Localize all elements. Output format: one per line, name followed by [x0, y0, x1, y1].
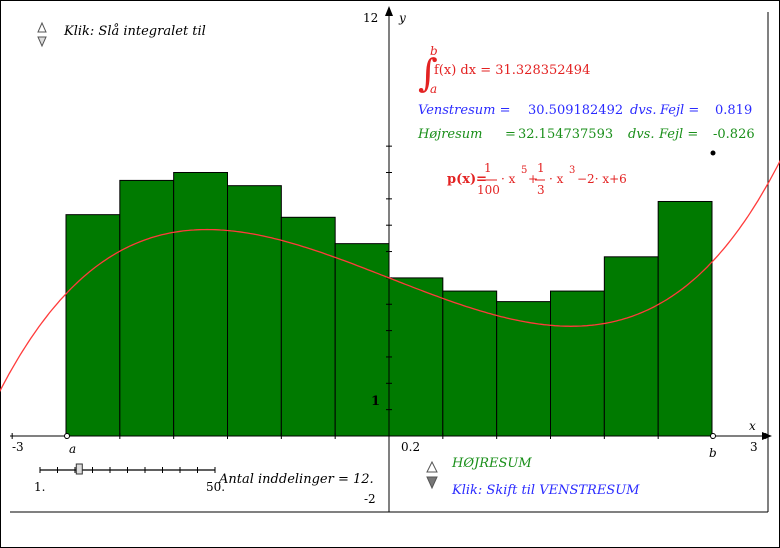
left-sum-dvs: dvs. — [630, 103, 657, 118]
y-axis-arrow — [385, 6, 393, 16]
integral-lower-limit: a — [430, 82, 438, 96]
riemann-bar — [227, 185, 282, 437]
y-min-label: -2 — [364, 492, 376, 506]
term1-denominator: 100 — [477, 183, 500, 197]
riemann-bar — [442, 290, 498, 437]
point-b[interactable] — [710, 433, 716, 439]
function-lhs: p(x)= — [447, 172, 488, 187]
function-rest: −2· x+6 — [577, 172, 627, 186]
riemann-bar — [550, 290, 605, 437]
x-max-label: 3 — [750, 440, 758, 454]
mode-current-label: HØJRESUM — [452, 456, 532, 471]
right-sum-label: Højresum — [418, 127, 483, 142]
b-label: b — [709, 446, 717, 460]
x-axis-arrow — [762, 432, 772, 440]
riemann-bar — [119, 179, 175, 437]
slider-min-label: 1. — [34, 480, 46, 494]
y-max-label: 12 — [363, 11, 379, 25]
riemann-bar — [657, 200, 713, 437]
curve-endpoint — [710, 150, 716, 156]
left-sum-label: Venstresum = — [418, 103, 511, 118]
left-sum-error-label: Fejl = — [660, 103, 700, 118]
plus-sign: + — [528, 172, 539, 186]
riemann-bars — [65, 171, 713, 437]
term1-numerator: 1 — [484, 161, 492, 175]
left-sum-value: 30.509182492 — [528, 103, 624, 118]
integral-sign-icon: ∫ — [418, 51, 438, 95]
y-one-label: 1 — [371, 394, 381, 409]
point-a[interactable] — [64, 433, 70, 439]
integral-expression: f(x) dx = 31.328352494 — [434, 63, 591, 78]
term1-exponent: 5 — [521, 165, 528, 176]
riemann-bar — [173, 171, 229, 437]
term2-exponent: 3 — [569, 165, 576, 176]
integral-upper-limit: b — [430, 44, 438, 58]
toggle-integral-arrows[interactable] — [37, 21, 47, 48]
riemann-bar — [334, 243, 390, 437]
right-sum-eq: = — [505, 127, 516, 142]
x-mid-label: 0.2 — [401, 440, 421, 454]
a-label: a — [69, 442, 77, 456]
term2-denominator: 3 — [537, 183, 545, 197]
slider-label: Antal inddelinger = 12. — [219, 472, 374, 487]
x-axis-label: x — [749, 419, 756, 433]
riemann-bar — [603, 256, 659, 437]
riemann-bar — [280, 216, 336, 437]
right-sum-error-label: Fejl = — [659, 127, 699, 142]
toggle-integral-label[interactable]: Klik: Slå integralet til — [64, 24, 206, 39]
x-min-label: -3 — [12, 440, 24, 454]
right-sum-dvs: dvs. — [628, 127, 655, 142]
term2-numerator: 1 — [537, 161, 545, 175]
y-axis-label: y — [399, 11, 406, 25]
left-sum-error-value: 0.819 — [715, 103, 753, 118]
term1-tail: · x — [501, 172, 516, 186]
right-sum-error-value: -0.826 — [713, 127, 755, 142]
slider-max-label: 50. — [206, 480, 226, 494]
right-sum-value: 32.154737593 — [518, 127, 614, 142]
function-curve — [0, 159, 780, 393]
riemann-bar — [65, 214, 121, 437]
riemann-bar — [388, 277, 444, 437]
slider-thumb[interactable] — [75, 463, 83, 475]
mode-toggle-arrows[interactable] — [426, 460, 438, 490]
mode-switch-label[interactable]: Klik: Skift til VENSTRESUM — [452, 483, 640, 498]
axis-ticks — [11, 145, 767, 439]
subdivisions-slider[interactable] — [39, 463, 216, 475]
term2-tail: · x — [549, 172, 564, 186]
